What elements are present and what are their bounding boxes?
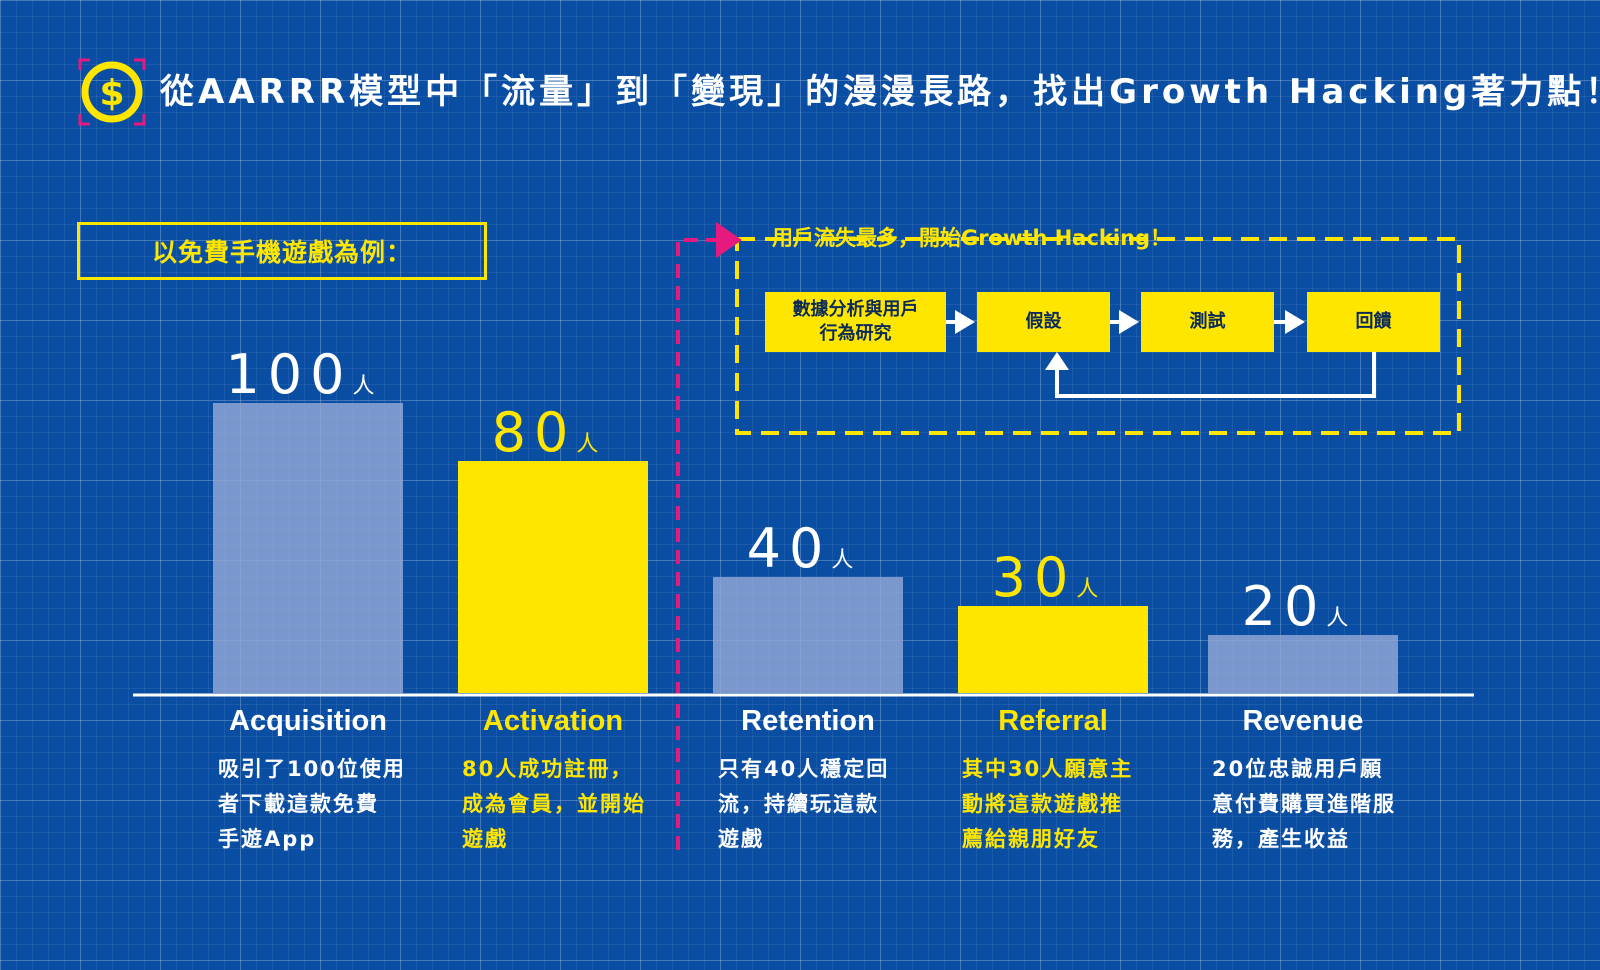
value-unit: 人 <box>1326 606 1348 631</box>
description-line: 薦給親朋好友 <box>962 827 1100 851</box>
retention-description: 只有40人穩定回 流，持續玩這款 遊戲 <box>718 752 918 857</box>
step-hypothesis: 假設 <box>977 292 1110 352</box>
description-line: 其中30人願意主 <box>962 757 1134 781</box>
example-box: 以免費手機遊戲為例： <box>77 222 487 280</box>
growth-hacking-panel <box>735 237 1461 435</box>
value-unit: 人 <box>1076 577 1098 602</box>
description-line: 吸引了100位使用 <box>218 757 406 781</box>
revenue-description: 20位忠誠用戶願 意付費購買進階服 務，產生收益 <box>1212 752 1412 857</box>
feedback-loop-arrow <box>1055 352 1376 398</box>
example-label: 以免費手機遊戲為例： <box>151 238 412 267</box>
step-feedback: 回饋 <box>1307 292 1440 352</box>
bar-referral <box>958 606 1148 693</box>
bar-retention <box>713 577 903 693</box>
activation-description: 80人成功註冊， 成為會員，並開始 遊戲 <box>462 752 662 857</box>
value-label-acquisition: 100人 <box>225 343 374 406</box>
description-line: 務，產生收益 <box>1212 827 1350 851</box>
dollar-coin-icon: $ <box>78 58 146 126</box>
bar-revenue <box>1208 635 1398 693</box>
description-line: 遊戲 <box>718 827 764 851</box>
step-data-analysis: 數據分析與用戶 行為研究 <box>765 292 946 352</box>
bar-acquisition <box>213 403 403 693</box>
value-unit: 人 <box>353 374 375 399</box>
step-arrow-icon <box>946 310 1305 334</box>
category-label-revenue: Revenue <box>1243 705 1364 737</box>
category-label-activation: Activation <box>483 705 623 737</box>
description-line: 遊戲 <box>462 827 508 851</box>
description-line: 成為會員，並開始 <box>462 792 646 816</box>
value-unit: 人 <box>831 548 853 573</box>
retention-divider-line <box>676 238 716 850</box>
value-label-retention: 40人 <box>747 517 854 580</box>
category-label-retention: Retention <box>741 705 875 737</box>
description-line: 20位忠誠用戶願 <box>1212 757 1384 781</box>
description-line: 意付費購買進階服 <box>1212 792 1396 816</box>
description-line: 80人成功註冊， <box>462 757 634 781</box>
category-label-referral: Referral <box>998 705 1108 737</box>
description-line: 者下載這款免費 <box>218 792 379 816</box>
value-label-referral: 30人 <box>992 546 1099 609</box>
description-line: 動將這款遊戲推 <box>962 792 1123 816</box>
svg-text:$: $ <box>99 73 124 114</box>
value-label-revenue: 20人 <box>1242 575 1349 638</box>
bar-activation <box>458 461 648 693</box>
description-line: 手遊App <box>218 827 317 851</box>
value-label-activation: 80人 <box>492 401 599 464</box>
category-label-acquisition: Acquisition <box>229 705 387 737</box>
description-line: 流，持續玩這款 <box>718 792 879 816</box>
value-unit: 人 <box>576 432 598 457</box>
arrow-right-icon <box>716 222 742 258</box>
page-title: 從AARRR模型中「流量」到「變現」的漫漫長路，找出Growth Hacking… <box>160 72 1600 112</box>
growth-hacking-title: 用戶流失最多，開始Growth Hacking！ <box>772 226 1172 250</box>
acquisition-description: 吸引了100位使用 者下載這款免費 手遊App <box>218 752 418 857</box>
description-line: 只有40人穩定回 <box>718 757 890 781</box>
arrow-up-icon <box>1045 352 1069 370</box>
step-testing: 測試 <box>1141 292 1274 352</box>
referral-description: 其中30人願意主 動將這款遊戲推 薦給親朋好友 <box>962 752 1162 857</box>
